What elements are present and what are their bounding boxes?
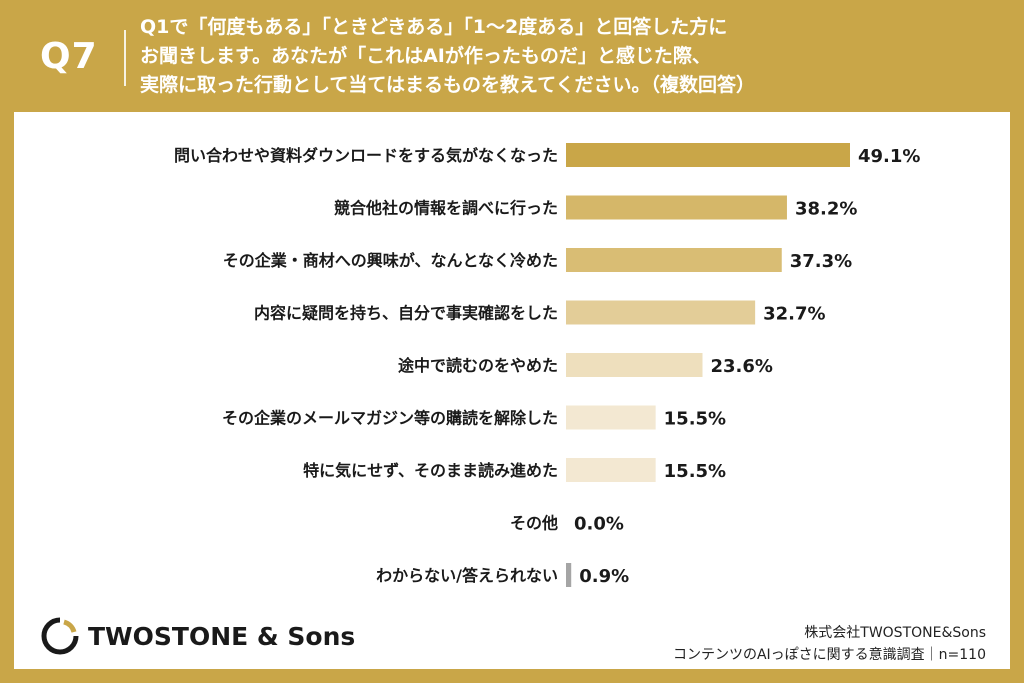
- value-label: 0.0%: [574, 514, 624, 535]
- bar: [566, 195, 787, 220]
- value-label: 49.1%: [858, 146, 920, 167]
- bar: [566, 353, 703, 377]
- category-label: 問い合わせや資料ダウンロードをする気がなくなった: [174, 146, 558, 165]
- category-label: 特に気にせず、そのまま読み進めた: [303, 461, 558, 480]
- logo-mark-icon: [41, 617, 79, 655]
- header: Q7 Q1で「何度もある」「ときどきある」「1〜2度ある」と回答した方に お聞き…: [0, 0, 1024, 112]
- header-divider: [124, 30, 126, 86]
- value-label: 23.6%: [711, 356, 773, 377]
- value-label: 38.2%: [795, 199, 857, 220]
- company-name: 株式会社TWOSTONE&Sons: [804, 625, 986, 641]
- chart-panel: 問い合わせや資料ダウンロードをする気がなくなった 49.1% 競合他社の情報を調べに…: [14, 112, 1010, 669]
- question-line: Q1で「何度もある」「ときどきある」「1〜2度ある」と回答した方に: [140, 16, 728, 38]
- footer-credits: 株式会社TWOSTONE&Sons コンテンツのAIっぽさに関する意識調査｜n=…: [673, 622, 986, 666]
- question-text: Q1で「何度もある」「ときどきある」「1〜2度ある」と回答した方に お聞きします…: [140, 13, 1000, 100]
- category-label: 途中で読むのをやめた: [398, 356, 558, 375]
- question-line: 実際に取った行動として当てはまるものを教えてください。（複数回答）: [140, 74, 756, 96]
- category-label: 競合他社の情報を調べに行った: [334, 199, 558, 218]
- question-line: お聞きします。あなたが「これはAIが作ったものだ」と感じた際、: [140, 45, 711, 67]
- logo-text: TWOSTONE & Sons: [88, 621, 356, 651]
- category-label: その他: [510, 514, 558, 533]
- category-label: 内容に疑問を持ち、自分で事実確認をした: [254, 304, 558, 323]
- value-label: 32.7%: [763, 304, 825, 325]
- bar: [566, 300, 756, 325]
- category-label: その企業のメールマガジン等の購読を解除した: [222, 409, 558, 428]
- value-label: 15.5%: [664, 409, 726, 430]
- bar: [566, 248, 782, 272]
- value-label: 0.9%: [579, 566, 629, 587]
- value-label: 15.5%: [664, 461, 726, 482]
- survey-name: コンテンツのAIっぽさに関する意識調査｜n=110: [672, 647, 986, 663]
- value-label: 37.3%: [790, 251, 852, 272]
- bar: [566, 563, 572, 587]
- bar-chart: 問い合わせや資料ダウンロードをする気がなくなった 49.1% 競合他社の情報を調べに…: [174, 143, 920, 587]
- question-label: Q7: [40, 36, 98, 77]
- bar: [566, 405, 656, 430]
- category-label: その企業・商材への興味が、なんとなく冷めた: [223, 251, 558, 270]
- bar: [566, 458, 656, 482]
- bar: [566, 143, 850, 167]
- category-label: わからない/答えられない: [376, 566, 558, 585]
- company-logo: TWOSTONE & Sons: [40, 616, 355, 656]
